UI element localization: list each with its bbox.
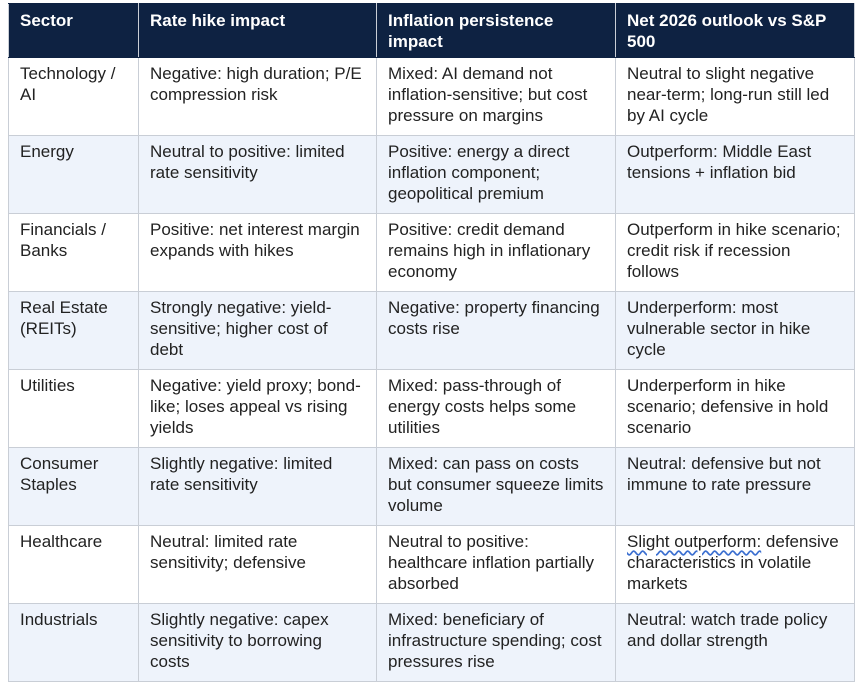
cell-outlook: Slight outperform: defensive characteris… [615,525,855,604]
table-row: Financials / Banks Positive: net interes… [8,213,855,292]
cell-rate-hike: Slightly negative: limited rate sensitiv… [138,447,377,526]
cell-outlook: Neutral to slight negative near-term; lo… [615,57,855,136]
header-inflation-persistence-impact: Inflation persistence impact [376,3,616,58]
cell-sector: Consumer Staples [8,447,139,526]
header-sector: Sector [8,3,139,58]
cell-sector: Energy [8,135,139,214]
cell-rate-hike: Strongly negative: yield-sensitive; high… [138,291,377,370]
cell-outlook: Underperform: most vulnerable sector in … [615,291,855,370]
cell-rate-hike: Slightly negative: capex sensitivity to … [138,603,377,682]
sector-impact-table: Sector Rate hike impact Inflation persis… [8,3,855,682]
table-body: Technology / AI Negative: high duration;… [8,57,855,682]
table-row: Consumer Staples Slightly negative: limi… [8,447,855,526]
table-header: Sector Rate hike impact Inflation persis… [8,3,855,58]
cell-sector: Healthcare [8,525,139,604]
cell-inflation: Positive: energy a direct inflation comp… [376,135,616,214]
header-rate-hike-impact: Rate hike impact [138,3,377,58]
cell-inflation: Mixed: pass-through of energy costs help… [376,369,616,448]
cell-outlook: Neutral: defensive but not immune to rat… [615,447,855,526]
cell-inflation: Mixed: beneficiary of infrastructure spe… [376,603,616,682]
cell-sector: Real Estate (REITs) [8,291,139,370]
cell-sector: Financials / Banks [8,213,139,292]
cell-outlook: Outperform: Middle East tensions + infla… [615,135,855,214]
header-row: Sector Rate hike impact Inflation persis… [8,3,855,58]
cell-sector: Technology / AI [8,57,139,136]
cell-inflation: Positive: credit demand remains high in … [376,213,616,292]
header-net-outlook: Net 2026 outlook vs S&P 500 [615,3,855,58]
cell-inflation: Negative: property financing costs rise [376,291,616,370]
table-row: Industrials Slightly negative: capex sen… [8,603,855,682]
cell-rate-hike: Neutral to positive: limited rate sensit… [138,135,377,214]
cell-rate-hike: Negative: yield proxy; bond-like; loses … [138,369,377,448]
cell-inflation: Mixed: AI demand not inflation-sensitive… [376,57,616,136]
table-row: Energy Neutral to positive: limited rate… [8,135,855,214]
cell-sector: Industrials [8,603,139,682]
cell-rate-hike: Negative: high duration; P/E compression… [138,57,377,136]
cell-outlook: Outperform in hike scenario; credit risk… [615,213,855,292]
table-row: Real Estate (REITs) Strongly negative: y… [8,291,855,370]
table-row: Technology / AI Negative: high duration;… [8,57,855,136]
cell-inflation: Mixed: can pass on costs but consumer sq… [376,447,616,526]
cell-outlook: Underperform in hike scenario; defensive… [615,369,855,448]
cell-outlook: Neutral: watch trade policy and dollar s… [615,603,855,682]
cell-rate-hike: Positive: net interest margin expands wi… [138,213,377,292]
table-row: Utilities Negative: yield proxy; bond-li… [8,369,855,448]
spellcheck-marked-text[interactable]: Slight outperform: [627,532,762,551]
table-row: Healthcare Neutral: limited rate sensiti… [8,525,855,604]
cell-inflation: Neutral to positive: healthcare inflatio… [376,525,616,604]
cell-rate-hike: Neutral: limited rate sensitivity; defen… [138,525,377,604]
cell-outlook-rest: defensive characteristics in volatile ma… [627,532,839,593]
cell-sector: Utilities [8,369,139,448]
